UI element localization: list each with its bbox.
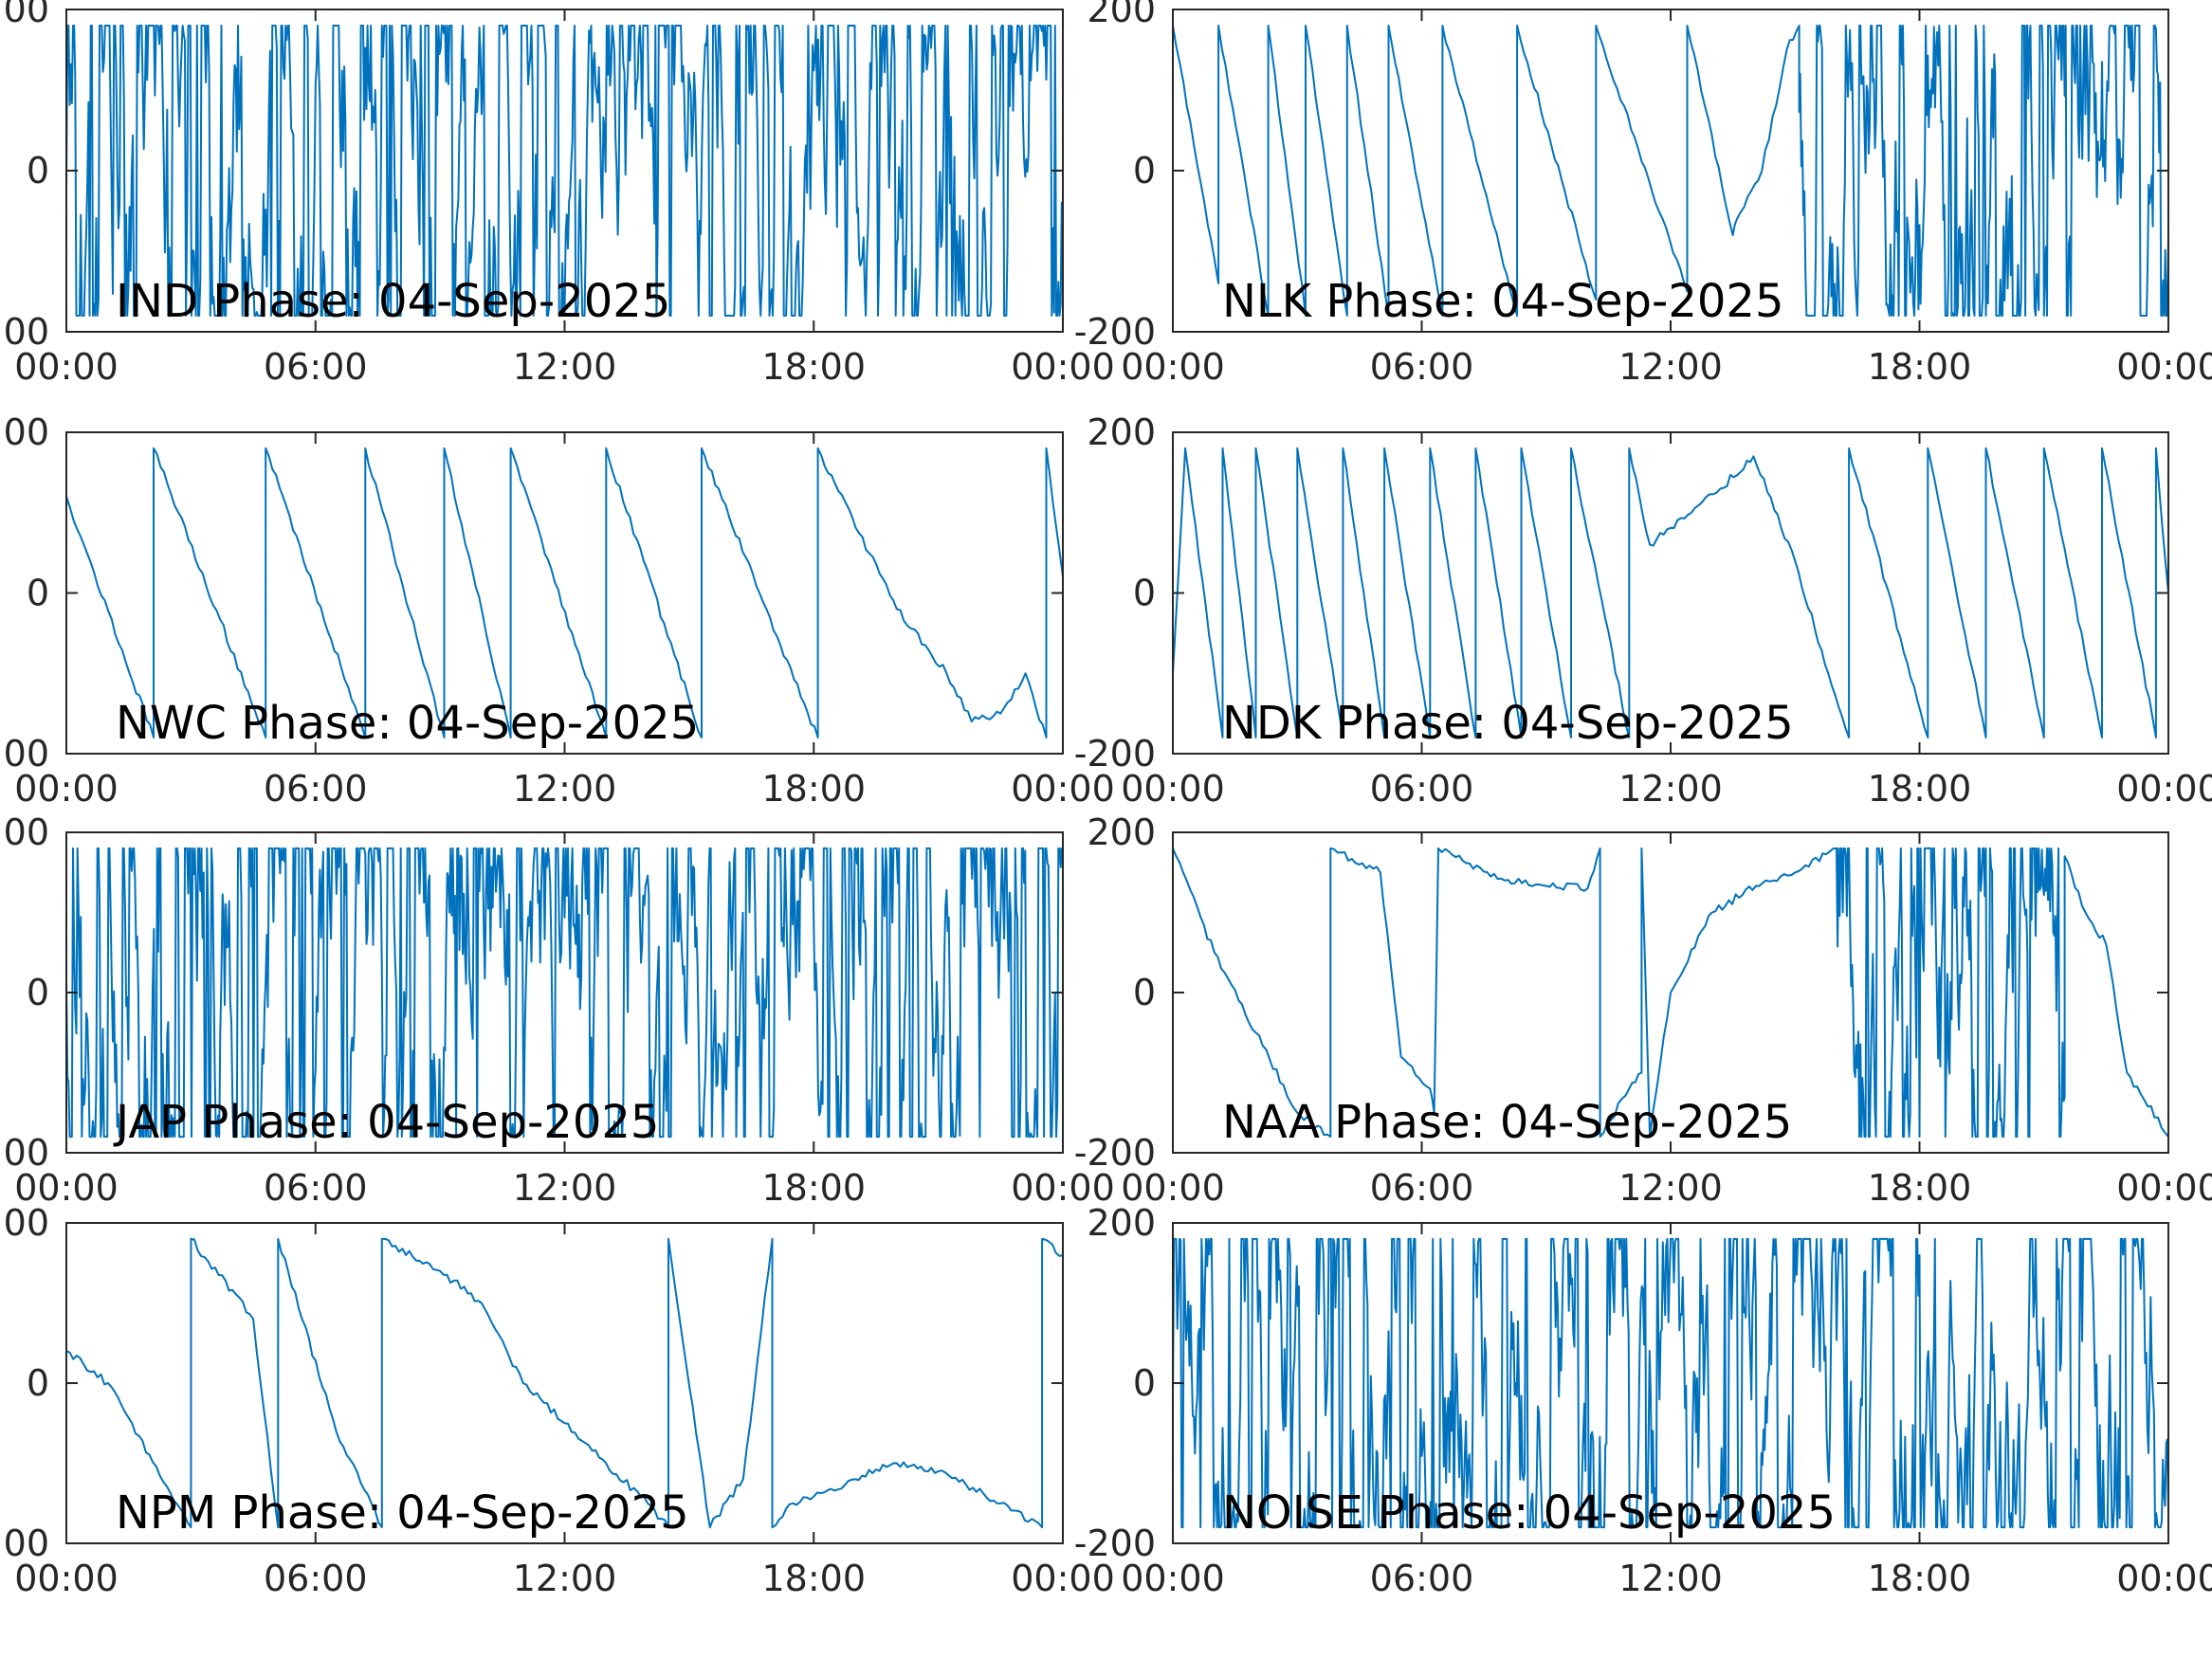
x-tick-label: 06:00: [264, 1167, 368, 1209]
phase-annotation: NOISE Phase: 04-Sep-2025: [1222, 1486, 1836, 1540]
x-tick-label: 00:00: [1121, 1167, 1225, 1209]
y-tick-label: -200: [0, 733, 49, 775]
x-tick-label: 18:00: [761, 346, 866, 388]
x-tick-label: 00:00: [14, 1558, 119, 1599]
y-tick-label: -200: [0, 311, 49, 353]
x-tick-label: 12:00: [513, 1167, 617, 1209]
x-tick-label: 18:00: [1868, 1167, 1972, 1209]
x-tick-label: 18:00: [761, 768, 866, 810]
phase-annotation: NDK Phase: 04-Sep-2025: [1222, 697, 1794, 750]
x-tick-label: 12:00: [513, 346, 617, 388]
x-tick-label: 06:00: [1370, 768, 1474, 810]
y-tick-label: 200: [1087, 411, 1156, 453]
x-tick-label: 06:00: [1370, 1558, 1474, 1599]
y-tick-label: 0: [27, 1362, 49, 1404]
x-tick-label: 06:00: [264, 1558, 368, 1599]
phase-annotation: JAP Phase: 04-Sep-2025: [113, 1096, 659, 1149]
y-tick-label: 0: [1133, 972, 1156, 1013]
y-tick-label: -200: [1074, 311, 1156, 353]
x-tick-label: 06:00: [1370, 346, 1474, 388]
phase-trace-ndk: [1172, 447, 2169, 738]
x-tick-label: 00:00: [14, 768, 119, 810]
phase-annotation: NPM Phase: 04-Sep-2025: [116, 1486, 689, 1540]
x-tick-label: 18:00: [1868, 346, 1972, 388]
phase-annotation: NWC Phase: 04-Sep-2025: [116, 697, 699, 750]
phase-trace-jap: [65, 847, 1064, 1139]
x-tick-label: 00:00: [2116, 1558, 2212, 1599]
y-tick-label: 200: [0, 411, 49, 453]
x-tick-label: 00:00: [2116, 1167, 2212, 1209]
y-tick-label: 200: [1087, 0, 1156, 30]
x-tick-label: 00:00: [2116, 768, 2212, 810]
x-tick-label: 00:00: [1121, 768, 1225, 810]
y-tick-label: 0: [27, 972, 49, 1013]
x-tick-label: 00:00: [2116, 346, 2212, 388]
y-tick-label: 200: [1087, 811, 1156, 853]
phase-annotation: NLK Phase: 04-Sep-2025: [1222, 275, 1783, 328]
phase-trace-nwc: [65, 447, 1064, 738]
y-tick-label: 0: [1133, 150, 1156, 191]
y-tick-label: -200: [1074, 733, 1156, 775]
phase-trace-npm: [65, 1237, 1064, 1529]
x-tick-label: 12:00: [513, 1558, 617, 1599]
x-tick-label: 12:00: [1618, 346, 1723, 388]
x-tick-label: 18:00: [761, 1558, 866, 1599]
x-tick-label: 12:00: [513, 768, 617, 810]
phase-trace-ind: [65, 25, 1064, 317]
x-tick-label: 00:00: [1011, 1167, 1115, 1209]
y-tick-label: 0: [27, 150, 49, 191]
y-tick-label: 200: [0, 0, 49, 30]
x-tick-label: 00:00: [1121, 346, 1225, 388]
x-tick-label: 12:00: [1618, 1167, 1723, 1209]
y-tick-label: 0: [1133, 573, 1156, 614]
phase-trace-noise: [1172, 1237, 2169, 1529]
x-tick-label: 00:00: [14, 346, 119, 388]
x-tick-label: 06:00: [1370, 1167, 1474, 1209]
y-tick-label: -200: [0, 1132, 49, 1174]
x-tick-label: 00:00: [1121, 1558, 1225, 1599]
x-tick-label: 00:00: [1011, 1558, 1115, 1599]
y-tick-label: -200: [1074, 1132, 1156, 1174]
x-tick-label: 00:00: [14, 1167, 119, 1209]
x-tick-label: 18:00: [761, 1167, 866, 1209]
x-tick-label: 06:00: [264, 346, 368, 388]
x-tick-label: 06:00: [264, 768, 368, 810]
y-tick-label: -200: [1074, 1522, 1156, 1564]
x-tick-label: 12:00: [1618, 1558, 1723, 1599]
y-tick-label: 0: [27, 573, 49, 614]
phase-trace-nlk: [1172, 25, 2169, 317]
x-tick-label: 18:00: [1868, 768, 1972, 810]
x-tick-label: 00:00: [1011, 768, 1115, 810]
phase-trace-naa: [1172, 847, 2169, 1139]
phase-annotation: IND Phase: 04-Sep-2025: [116, 275, 670, 328]
y-tick-label: 200: [0, 811, 49, 853]
x-tick-label: 12:00: [1618, 768, 1723, 810]
x-tick-label: 00:00: [1011, 346, 1115, 388]
y-tick-label: 200: [1087, 1202, 1156, 1244]
phase-annotation: NAA Phase: 04-Sep-2025: [1222, 1096, 1792, 1149]
y-tick-label: 0: [1133, 1362, 1156, 1404]
y-tick-label: 200: [0, 1202, 49, 1244]
x-tick-label: 18:00: [1868, 1558, 1972, 1599]
y-tick-label: -200: [0, 1522, 49, 1564]
